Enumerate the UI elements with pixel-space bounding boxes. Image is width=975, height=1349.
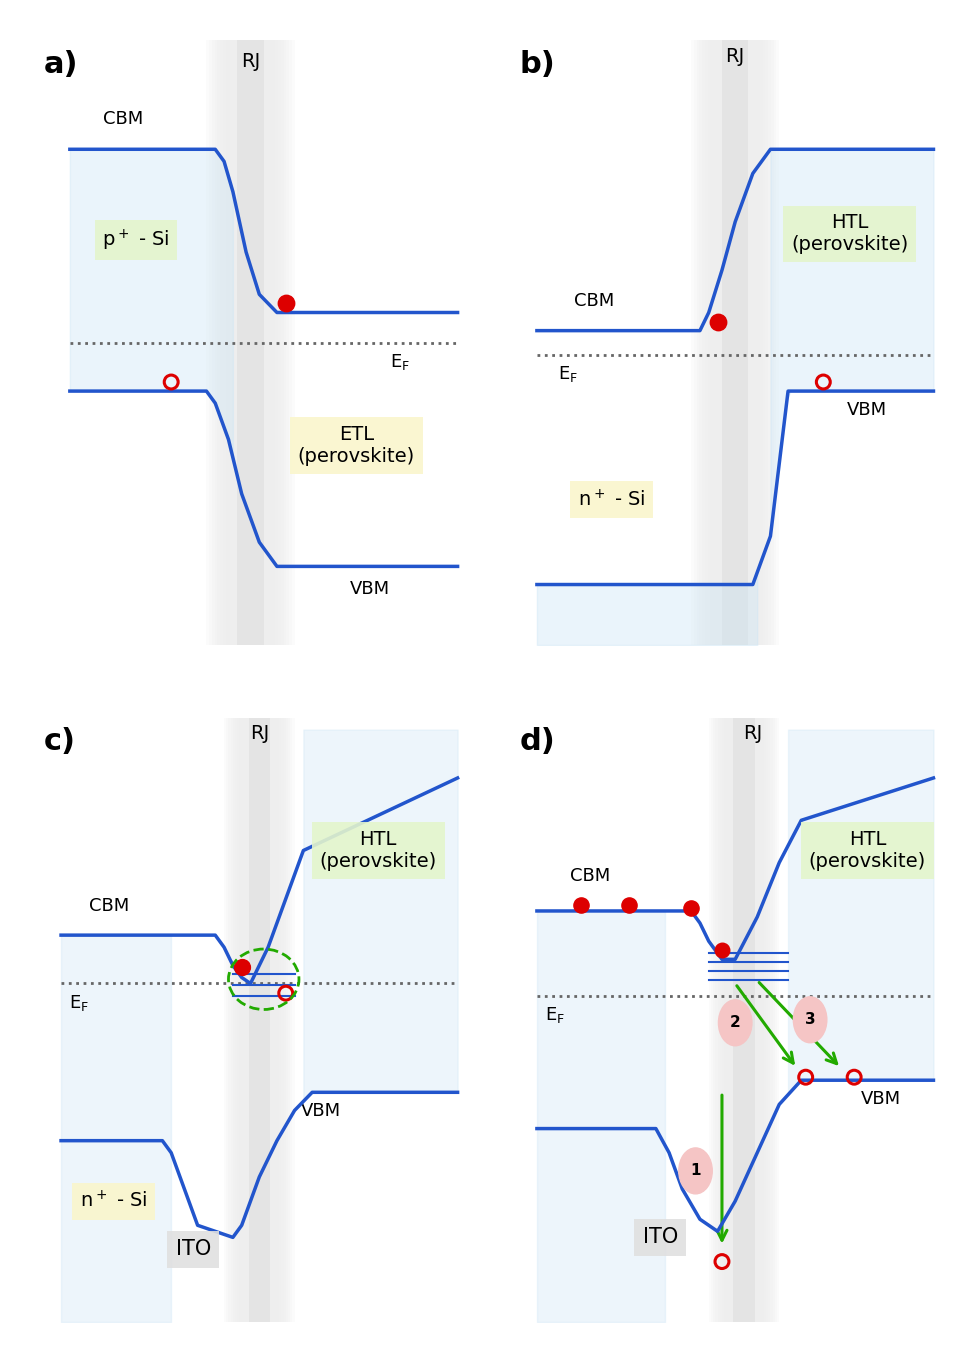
Point [846,1067,862,1089]
Text: d): d) [520,727,555,755]
Text: E$_\mathregular{F}$: E$_\mathregular{F}$ [558,364,578,384]
FancyBboxPatch shape [694,40,776,645]
Text: VBM: VBM [349,580,390,598]
FancyBboxPatch shape [249,718,270,1322]
Point [714,1251,729,1272]
Point [683,897,699,919]
Circle shape [719,1000,752,1045]
Text: b): b) [520,50,555,78]
Text: ITO: ITO [643,1228,678,1248]
Text: RJ: RJ [241,53,260,71]
FancyBboxPatch shape [709,718,779,1322]
Point [798,1067,813,1089]
FancyBboxPatch shape [733,718,755,1322]
FancyBboxPatch shape [722,40,749,645]
Circle shape [794,997,827,1043]
Point [622,894,638,916]
Text: c): c) [44,727,75,755]
Text: 1: 1 [690,1163,701,1179]
Text: E$_\mathregular{F}$: E$_\mathregular{F}$ [68,993,89,1013]
Text: RJ: RJ [743,723,762,743]
Text: ETL
(perovskite): ETL (perovskite) [297,425,415,465]
Text: E$_\mathregular{F}$: E$_\mathregular{F}$ [544,1005,565,1025]
Text: a): a) [44,50,78,78]
Text: 3: 3 [804,1012,815,1028]
Point [278,293,293,314]
Point [710,310,725,332]
FancyBboxPatch shape [210,40,292,645]
Text: E$_\mathregular{F}$: E$_\mathregular{F}$ [390,352,410,372]
Text: VBM: VBM [301,1102,341,1121]
Text: $\mathregular{n^+}$ - Si: $\mathregular{n^+}$ - Si [578,490,645,510]
FancyBboxPatch shape [711,718,777,1322]
FancyBboxPatch shape [207,40,294,645]
Point [815,371,831,393]
FancyBboxPatch shape [224,718,294,1322]
Text: HTL
(perovskite): HTL (perovskite) [791,213,909,255]
Text: CBM: CBM [569,866,610,885]
Point [278,982,293,1004]
Point [714,939,729,960]
Text: HTL
(perovskite): HTL (perovskite) [808,830,926,871]
FancyBboxPatch shape [237,40,263,645]
Text: RJ: RJ [250,723,269,743]
Point [573,894,589,916]
Circle shape [679,1148,713,1194]
Point [164,371,179,393]
Text: $\mathregular{p^+}$ - Si: $\mathregular{p^+}$ - Si [102,228,170,252]
Text: HTL
(perovskite): HTL (perovskite) [320,830,437,871]
FancyBboxPatch shape [226,718,292,1322]
Text: CBM: CBM [90,897,130,915]
FancyBboxPatch shape [691,40,779,645]
Text: VBM: VBM [847,401,887,420]
Text: 2: 2 [730,1016,741,1031]
Text: $\mathregular{n^+}$ - Si: $\mathregular{n^+}$ - Si [80,1190,147,1211]
Text: RJ: RJ [725,47,745,66]
Text: CBM: CBM [102,111,143,128]
Text: ITO: ITO [176,1240,211,1260]
Text: CBM: CBM [574,293,614,310]
Text: VBM: VBM [861,1090,901,1109]
Point [234,956,250,978]
